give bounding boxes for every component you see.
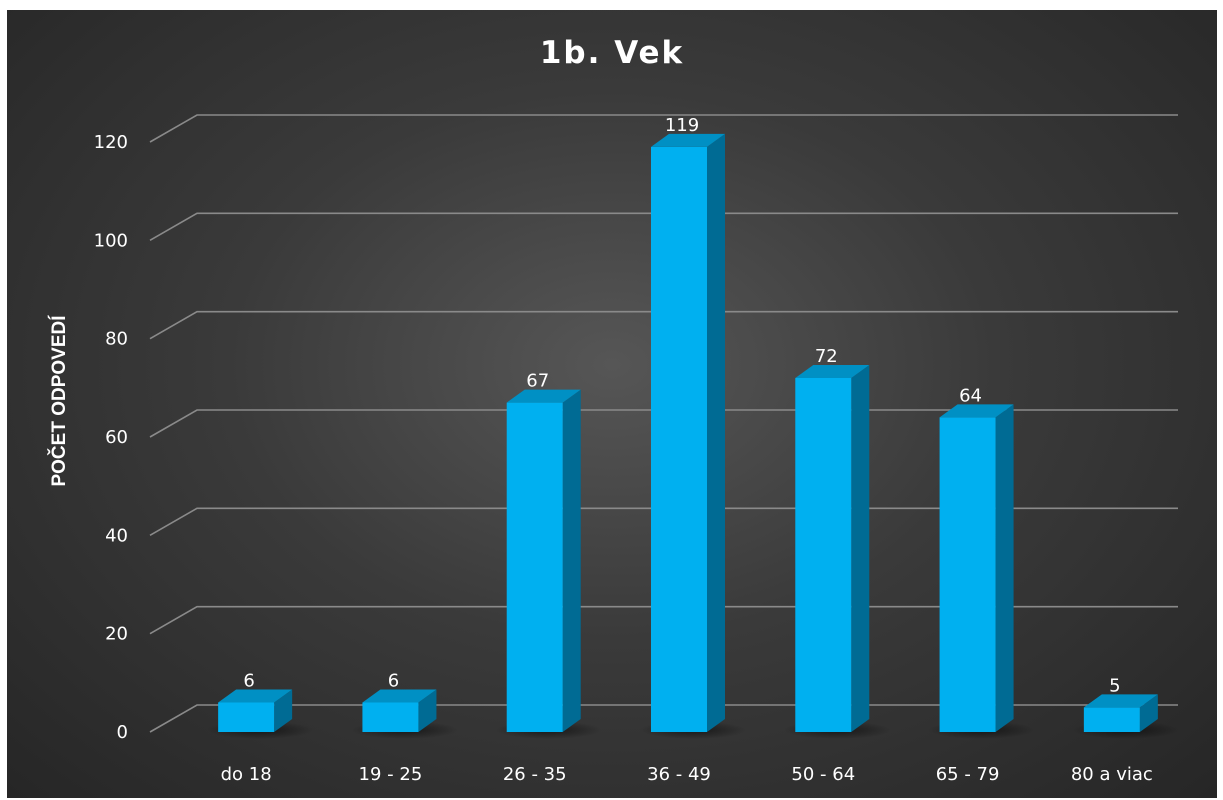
bar-side	[418, 689, 437, 732]
bar-front	[362, 702, 419, 732]
y-tick-label: 100	[94, 230, 128, 251]
y-tick-label: 120	[94, 132, 128, 153]
y-tick-label: 60	[105, 427, 128, 448]
value-label: 64	[959, 385, 982, 406]
grid-lines	[149, 114, 1178, 733]
value-label: 5	[1109, 675, 1120, 696]
gridline	[149, 310, 1178, 340]
value-labels: 6 6 67 119 72 64 5	[243, 115, 1120, 697]
value-label: 67	[526, 371, 549, 392]
category-label: 65 - 79	[936, 764, 1000, 785]
bar-side	[851, 365, 870, 732]
bar-side	[274, 689, 293, 732]
bar-7	[1083, 694, 1158, 732]
chart-frame: 0 20 40 60 80 100 120 6 6 67 119 72 64 5 do 18 19 - 2…	[7, 10, 1217, 798]
bar-side	[562, 389, 581, 732]
category-labels: do 18 19 - 25 26 - 35 36 - 49 50 - 64 65 - 79…	[221, 764, 1153, 785]
bar-front	[218, 702, 275, 732]
bar-top	[939, 404, 1014, 418]
bar-front	[939, 417, 996, 732]
category-label: 80 a viac	[1071, 764, 1153, 785]
y-axis-ticks: 0 20 40 60 80 100 120	[94, 132, 128, 743]
y-tick-label: 40	[105, 525, 128, 546]
value-label: 119	[665, 115, 699, 136]
bar-front	[1083, 707, 1140, 732]
bar-3	[506, 389, 581, 732]
bar-side	[995, 404, 1014, 732]
bars	[218, 133, 1158, 733]
bar-6	[939, 404, 1014, 732]
value-label: 6	[388, 671, 399, 692]
bar-top	[1083, 694, 1158, 708]
chart-title: 1b. Vek	[540, 35, 684, 71]
gridline	[149, 114, 1178, 143]
bar-front	[506, 402, 563, 732]
bar-2	[362, 689, 437, 732]
bar-chart: 0 20 40 60 80 100 120 6 6 67 119 72 64 5 do 18 19 - 2…	[48, 35, 1180, 785]
bar-side	[1139, 694, 1158, 732]
bar-5	[795, 365, 870, 732]
y-axis-label: POČET ODPOVEDÍ	[48, 315, 70, 487]
category-label: 19 - 25	[359, 764, 423, 785]
y-tick-label: 20	[105, 624, 128, 645]
bar-top	[506, 389, 581, 403]
y-tick-label: 0	[117, 722, 128, 743]
category-label: 50 - 64	[791, 764, 855, 785]
bar-front	[651, 146, 707, 732]
category-label: 26 - 35	[503, 764, 567, 785]
bar-top	[651, 133, 725, 147]
y-tick-label: 80	[105, 329, 128, 350]
category-label: do 18	[221, 764, 272, 785]
bar-1	[218, 689, 293, 732]
value-label: 6	[243, 671, 254, 692]
value-label: 72	[815, 346, 838, 367]
bar-top	[362, 689, 437, 703]
bar-front	[795, 378, 852, 732]
bar-top	[218, 689, 293, 703]
bar-4	[651, 133, 725, 733]
category-label: 36 - 49	[647, 764, 711, 785]
gridline	[149, 212, 1178, 242]
bar-top	[795, 365, 870, 378]
bar-side	[707, 133, 725, 733]
